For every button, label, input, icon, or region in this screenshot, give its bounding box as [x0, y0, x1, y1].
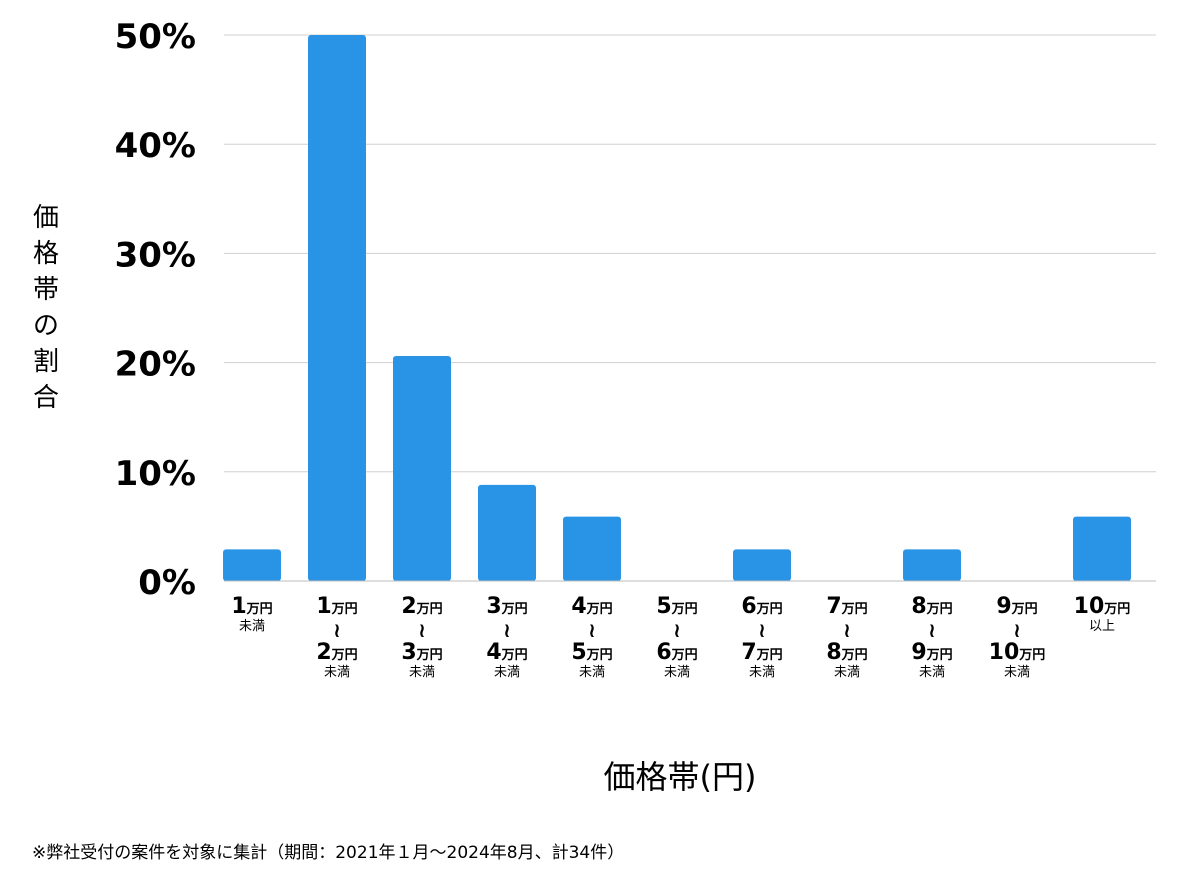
y-axis-label-char: 合 [32, 383, 59, 413]
x-tick-label: 3万円 ≀ 4万円 未満 [486, 594, 528, 680]
x-tick-label: 2万円 ≀ 3万円 未満 [401, 594, 443, 680]
bar [903, 549, 961, 581]
bar [478, 484, 536, 581]
x-tick-label: 1万円 ≀ 2万円 未満 [316, 594, 358, 680]
bar [563, 516, 621, 581]
y-axis-label-char: の [32, 311, 59, 341]
footnote: ※弊社受付の案件を対象に集計（期間：2021年１月〜2024年8月、計34件） [32, 843, 625, 863]
bar [1073, 516, 1131, 581]
y-tick-label: 40% [115, 126, 196, 166]
y-tick-label: 20% [115, 345, 196, 385]
y-tick-label: 50% [115, 17, 196, 57]
y-tick-labels: 0% 10% 20% 30% 40% 50% [115, 17, 196, 603]
bar [308, 35, 366, 581]
y-tick-label: 30% [115, 235, 196, 275]
x-tick-label: 10万円 以上 [1073, 594, 1131, 634]
x-tick-label: 8万円 ≀ 9万円 未満 [911, 594, 953, 680]
y-axis-label-char: 帯 [32, 275, 59, 305]
bars [223, 35, 1131, 581]
x-tick-label: 4万円 ≀ 5万円 未満 [571, 594, 613, 680]
x-tick-label: 9万円 ≀ 10万円 未満 [988, 594, 1046, 680]
x-tick-label: 5万円 ≀ 6万円 未満 [656, 594, 698, 680]
y-axis-label-char: 価 [32, 203, 59, 233]
y-tick-label: 10% [115, 454, 196, 494]
y-axis-label-char: 割 [32, 347, 59, 377]
y-tick-label: 0% [138, 563, 196, 603]
grid-lines [224, 34, 1156, 473]
x-tick-label: 6万円 ≀ 7万円 未満 [741, 594, 783, 680]
x-tick-label: 1万円 未満 [231, 594, 273, 634]
y-axis-label: 価格帯の割合 [26, 200, 66, 416]
x-tick-label: 7万円 ≀ 8万円 未満 [826, 594, 868, 680]
x-axis-label: 価格帯(円) [603, 758, 757, 796]
bar [733, 549, 791, 581]
bar [393, 356, 451, 581]
y-axis-label-char: 格 [32, 239, 59, 269]
bar [223, 549, 281, 581]
